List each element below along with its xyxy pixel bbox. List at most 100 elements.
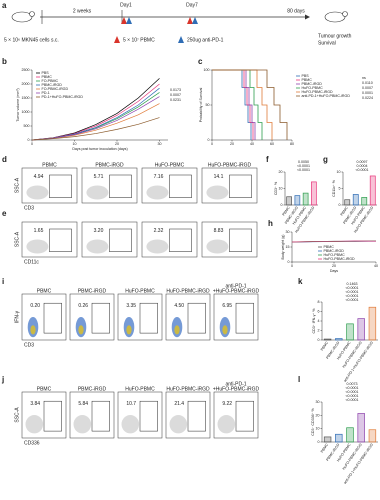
cell-density: [78, 325, 84, 335]
y-axis-label: CD3⁺ %: [274, 181, 278, 195]
cell-cloud: [146, 239, 169, 254]
plot-title: PBMC: [42, 162, 57, 168]
category-label: PBMC: [320, 443, 329, 454]
p-value: 0.0007: [170, 93, 181, 97]
pbmc-marker: [121, 17, 127, 24]
y-tick-label: 10: [337, 170, 341, 174]
bar: [323, 436, 332, 443]
panel-label: d: [2, 155, 7, 164]
legend-label: PD-1: [42, 91, 50, 95]
p-value: 0.0073: [347, 382, 358, 386]
gate: [229, 228, 252, 252]
y-tick-label: 0: [318, 338, 320, 342]
mouse-icon: [342, 11, 348, 17]
gate-value: 0.20: [30, 303, 40, 309]
y-tick-label: 50: [206, 103, 210, 107]
cell-cloud: [206, 239, 229, 254]
gate-value: 4.94: [34, 174, 44, 180]
day-label: Day7: [186, 2, 198, 8]
gate: [139, 400, 158, 432]
legend-label: HuFO-PBMC: [302, 86, 324, 90]
y-tick-label: 2500: [22, 68, 30, 72]
y-tick-label: 0: [288, 260, 290, 264]
p-value: 0.0110: [362, 81, 373, 85]
p-value: 0.0050: [298, 160, 309, 164]
p-value: 0.0001: [362, 91, 373, 95]
p-value: 0.0007: [362, 86, 373, 90]
p-value: <0.0001: [345, 294, 358, 298]
gate-value: 14.1: [214, 174, 224, 180]
gate-value: 3.84: [30, 401, 40, 407]
survival-curve: [212, 69, 252, 140]
cell-cloud: [217, 415, 236, 434]
gate: [187, 302, 206, 334]
gate: [49, 228, 72, 252]
legend-label: HuFO-PBMC: [324, 253, 346, 257]
panel-label: a: [2, 1, 7, 10]
plot-title: +HuFO-PBMC-iRGD: [213, 288, 260, 294]
y-tick-label: 6: [318, 309, 320, 313]
bar: [368, 306, 377, 341]
antibody-label: 250ug anti-PD-1: [187, 37, 224, 43]
pbmc-marker: [187, 17, 193, 24]
series-line: [31, 117, 160, 141]
y-axis-label: Tumor volume (mm³): [16, 88, 20, 121]
bar: [369, 175, 376, 206]
cell-density: [222, 325, 228, 335]
antibody-marker: [178, 36, 184, 43]
panel-label: j: [1, 375, 4, 384]
cell-cloud: [121, 415, 140, 434]
plot-title: +HuFO-PBMC-iRGD: [213, 386, 260, 392]
gate-value: 3.35: [126, 303, 136, 309]
bar: [335, 433, 343, 443]
x-axis-label: CD3: [24, 342, 34, 348]
x-axis-label: CD11c: [24, 259, 39, 265]
x-axis-label: Days post tumor inoculation (days): [72, 147, 127, 151]
p-value: <0.0001: [345, 286, 358, 290]
p-value: 0.0224: [362, 96, 373, 100]
x-tick-label: 40: [250, 142, 254, 146]
plot-title: HuFO-PBMC: [125, 386, 155, 392]
bar: [286, 196, 292, 206]
panel-label: g: [323, 155, 328, 164]
p-value: <0.0001: [345, 290, 358, 294]
bar: [368, 429, 377, 443]
bar: [302, 192, 309, 206]
bar: [294, 195, 301, 206]
panel-label: l: [298, 375, 300, 384]
y-tick-label: 0: [339, 203, 341, 207]
series-line: [291, 240, 377, 243]
gate-value: 4.50: [174, 303, 184, 309]
x-tick-label: 30: [158, 142, 162, 146]
y-tick-label: 500: [24, 124, 30, 128]
cell-cloud: [26, 185, 49, 200]
pbmc-marker: [114, 36, 120, 43]
y-tick-label: 10: [279, 186, 283, 190]
legend-label: PD-1+HuFO-PBMC-iRGD: [42, 95, 84, 99]
p-value: <0.0001: [345, 390, 358, 394]
y-tick-label: 30: [286, 230, 290, 234]
gate-value: 21.4: [174, 401, 184, 407]
plot-title: anti-PD-1: [225, 283, 246, 289]
p-value: <0.0001: [345, 398, 358, 402]
p-value: 0.1463: [347, 282, 358, 286]
plot-title: HuFO-PBMC: [155, 162, 185, 168]
y-axis-label: CD3⁺ IFN-γ⁺ %: [312, 308, 316, 334]
panel-label: f: [266, 155, 269, 164]
gate-value: 6.95: [222, 303, 232, 309]
cell-density: [30, 325, 36, 335]
gate: [49, 174, 72, 198]
legend-label: anti-PD-1+HuFO-PBMC-iRGD: [302, 94, 351, 98]
arrowhead: [305, 14, 310, 20]
y-tick-label: 100: [204, 68, 210, 72]
gate: [187, 400, 206, 432]
x-tick-label: 0: [31, 142, 33, 146]
p-value: ns: [362, 76, 366, 80]
y-axis-label: IFN-γ: [14, 310, 20, 323]
plot-title: PBMC: [37, 288, 52, 294]
y-tick-label: 20: [279, 170, 283, 174]
cell-cloud: [26, 239, 49, 254]
gate: [109, 174, 132, 198]
series-line: [31, 96, 160, 141]
category-label: PBMC: [340, 206, 349, 217]
